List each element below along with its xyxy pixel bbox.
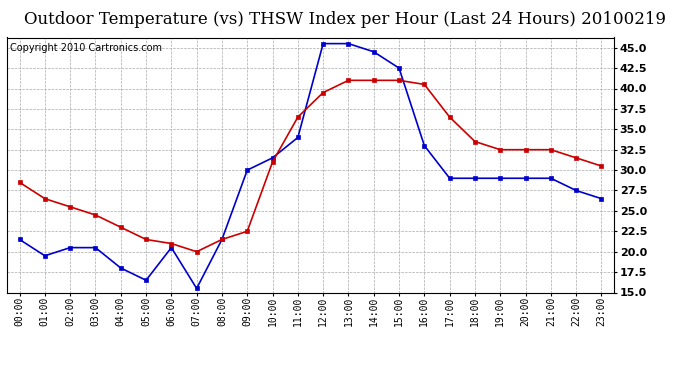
Text: Copyright 2010 Cartronics.com: Copyright 2010 Cartronics.com [10, 43, 162, 52]
Text: Outdoor Temperature (vs) THSW Index per Hour (Last 24 Hours) 20100219: Outdoor Temperature (vs) THSW Index per … [24, 11, 666, 28]
